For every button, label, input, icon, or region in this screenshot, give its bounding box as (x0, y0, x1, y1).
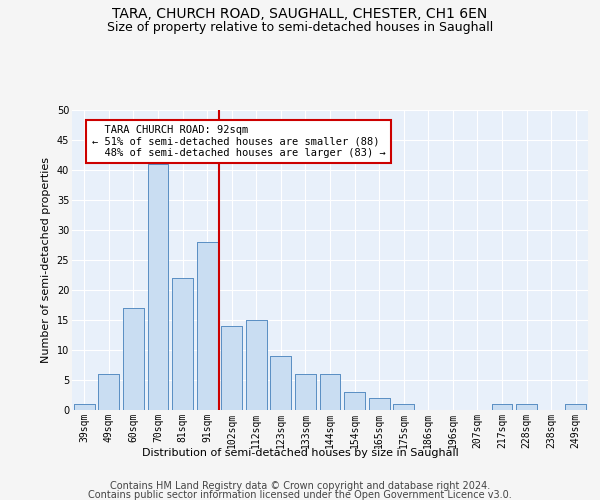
Bar (148, 164, 169, 410)
Y-axis label: Number of semi-detached properties: Number of semi-detached properties (41, 157, 51, 363)
Bar (516, 404, 537, 410)
Text: Size of property relative to semi-detached houses in Saughall: Size of property relative to semi-detach… (107, 21, 493, 34)
Text: TARA CHURCH ROAD: 92sqm
← 51% of semi-detached houses are smaller (88)
  48% of : TARA CHURCH ROAD: 92sqm ← 51% of semi-de… (92, 125, 385, 158)
Bar (393, 404, 414, 410)
Text: Contains HM Land Registry data © Crown copyright and database right 2024.: Contains HM Land Registry data © Crown c… (110, 481, 490, 491)
Bar (246, 320, 267, 410)
Text: TARA, CHURCH ROAD, SAUGHALL, CHESTER, CH1 6EN: TARA, CHURCH ROAD, SAUGHALL, CHESTER, CH… (112, 8, 488, 22)
Bar (271, 356, 292, 410)
Bar (123, 308, 144, 410)
Bar (172, 278, 193, 410)
Bar (74, 404, 95, 410)
Bar (565, 404, 586, 410)
Bar (344, 392, 365, 410)
Bar (295, 374, 316, 410)
Bar (123, 308, 144, 410)
Bar (295, 374, 316, 410)
Bar (393, 404, 414, 410)
Bar (271, 356, 292, 410)
Bar (344, 392, 365, 410)
Bar (368, 398, 389, 410)
Bar (221, 326, 242, 410)
Bar (491, 404, 512, 410)
Bar (148, 164, 169, 410)
Text: Contains public sector information licensed under the Open Government Licence v3: Contains public sector information licen… (88, 490, 512, 500)
Bar (516, 404, 537, 410)
Bar (172, 278, 193, 410)
Bar (197, 242, 218, 410)
Bar (565, 404, 586, 410)
Bar (246, 320, 267, 410)
Bar (197, 242, 218, 410)
Bar (320, 374, 340, 410)
Bar (98, 374, 119, 410)
Bar (491, 404, 512, 410)
Bar (221, 326, 242, 410)
Text: Distribution of semi-detached houses by size in Saughall: Distribution of semi-detached houses by … (142, 448, 458, 458)
Bar (368, 398, 389, 410)
Bar (320, 374, 340, 410)
Bar (98, 374, 119, 410)
Bar (74, 404, 95, 410)
